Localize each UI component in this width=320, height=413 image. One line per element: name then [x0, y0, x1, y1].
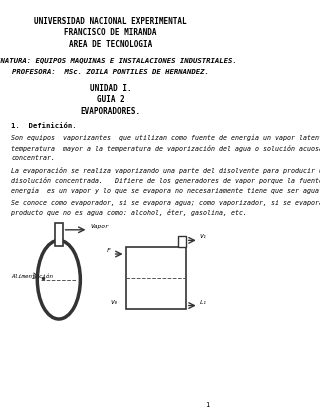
Text: Se conoce como evaporador, si se evapora agua; como vaporizador, si se evapora u: Se conoce como evaporador, si se evapora… [12, 199, 320, 205]
Bar [125, 247, 186, 309]
Text: energía  es un vapor y lo que se evapora no necesariamente tiene que ser agua.: energía es un vapor y lo que se evapora … [12, 187, 320, 193]
Text: disolución concentrada.   Difiere de los generadores de vapor porque la fuente d: disolución concentrada. Difiere de los g… [12, 177, 320, 184]
Bar [55, 223, 63, 246]
Text: La evaporación se realiza vaporizando una parte del disolvente para producir una: La evaporación se realiza vaporizando un… [12, 167, 320, 174]
Text: concentrar.: concentrar. [12, 154, 55, 160]
Text: Alimentación: Alimentación [12, 273, 53, 278]
Text: L₁: L₁ [200, 299, 207, 305]
Text: GUIA 2: GUIA 2 [97, 95, 124, 104]
Text: V₀: V₀ [110, 299, 118, 304]
Text: 1.  Definición.: 1. Definición. [12, 122, 77, 128]
Text: EVAPORADORES.: EVAPORADORES. [80, 107, 140, 116]
Ellipse shape [37, 241, 80, 319]
Text: FRANCISCO DE MIRANDA: FRANCISCO DE MIRANDA [64, 28, 157, 37]
Text: PROFESORA:  MSc. ZOILA PONTILES DE HERNANDEZ.: PROFESORA: MSc. ZOILA PONTILES DE HERNAN… [12, 69, 209, 75]
Text: UNIVERSIDAD NACIONAL EXPERIMENTAL: UNIVERSIDAD NACIONAL EXPERIMENTAL [34, 17, 187, 26]
Bar [178, 237, 186, 247]
Text: F: F [107, 247, 110, 252]
Text: ASIGNATURA: EQUIPOS MAQUINAS E INSTALACIONES INDUSTRIALES.: ASIGNATURA: EQUIPOS MAQUINAS E INSTALACI… [0, 57, 237, 63]
Text: AREA DE TECNOLOGIA: AREA DE TECNOLOGIA [69, 40, 152, 49]
Text: temperatura  mayor a la temperatura de vaporización del agua o solución acuosa p: temperatura mayor a la temperatura de va… [12, 145, 320, 152]
Text: UNIDAD I.: UNIDAD I. [90, 83, 131, 93]
Text: 1: 1 [205, 401, 210, 407]
Text: Son equipos  vaporizantes  que utilizan como fuente de energía un vapor latente : Son equipos vaporizantes que utilizan co… [12, 135, 320, 141]
Text: Vapor: Vapor [91, 223, 109, 228]
Text: V₁: V₁ [200, 234, 207, 239]
Text: producto que no es agua como: alcohol, éter, gasolina, etc.: producto que no es agua como: alcohol, é… [12, 209, 247, 216]
